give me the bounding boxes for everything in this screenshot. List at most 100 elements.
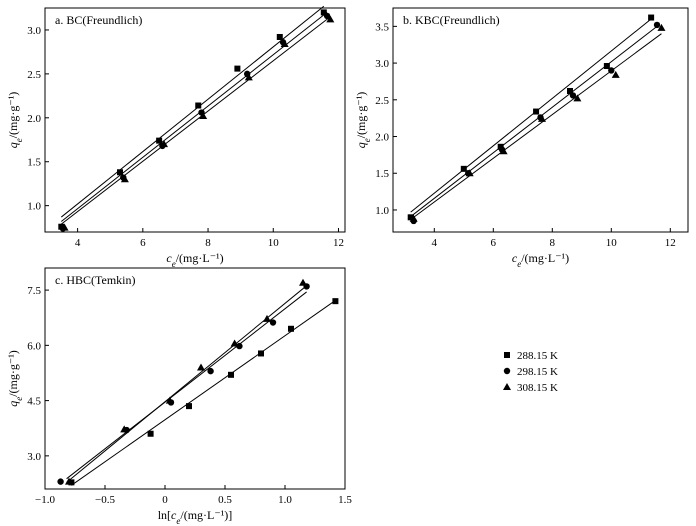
x-tick-label: 12 <box>333 237 344 249</box>
x-tick-label: 4 <box>432 237 438 249</box>
x-tick-label: 6 <box>140 237 146 249</box>
data-point <box>57 478 64 485</box>
data-point <box>611 70 620 78</box>
fit-line <box>60 11 328 222</box>
x-tick-label: 8 <box>205 237 211 249</box>
data-point <box>160 140 169 148</box>
fit-line <box>410 33 662 220</box>
data-point <box>465 169 474 177</box>
legend-marker <box>504 352 510 358</box>
panel-title: c. HBC(Temkin) <box>55 273 135 287</box>
fit-line <box>410 18 652 213</box>
data-point <box>276 33 283 40</box>
series-2 <box>57 283 310 485</box>
x-tick-label: 0.5 <box>218 494 232 506</box>
data-point <box>567 87 573 94</box>
y-tick-label: 2.5 <box>27 69 41 81</box>
y-axis-title: qe/(mg·g⁻¹) <box>6 350 24 407</box>
chart-panel-1: 4 6 8 10 12 1.0 1.5 2.0 2.5 3.0 a. BC(Freundlich) c… <box>6 5 346 269</box>
y-tick-label: 3.0 <box>27 25 41 37</box>
series-1 <box>68 298 339 486</box>
panel-title: b. KBC(Freundlich) <box>403 13 500 27</box>
data-point <box>186 403 192 410</box>
data-point <box>533 108 540 115</box>
data-point <box>65 477 73 485</box>
y-tick-label: 2.5 <box>375 95 389 107</box>
data-point <box>258 350 264 357</box>
x-tick-label: 4 <box>75 237 81 249</box>
plot-frame <box>44 267 346 490</box>
fit-line <box>60 16 331 225</box>
series-3 <box>65 278 307 485</box>
legend-marker <box>503 367 511 375</box>
x-tick-label: 12 <box>665 237 676 249</box>
data-point <box>117 169 123 176</box>
x-tick-label: 10 <box>268 237 280 249</box>
plot-frame <box>44 7 346 233</box>
data-point <box>657 23 666 31</box>
y-axis-title: qe/(mg·g⁻¹) <box>6 92 24 149</box>
x-tick-label: 8 <box>550 237 556 249</box>
data-point <box>244 73 253 81</box>
series-1 <box>407 14 655 221</box>
x-axis-title: ce/(mg·L⁻¹) <box>166 251 223 269</box>
data-point <box>197 363 205 371</box>
data-point <box>332 298 339 305</box>
series-2 <box>59 11 331 232</box>
fit-line <box>60 5 325 218</box>
data-point <box>147 430 154 437</box>
data-point <box>156 137 163 144</box>
data-point <box>234 65 241 72</box>
data-point <box>460 165 467 172</box>
data-point <box>60 223 69 231</box>
chart-panel-2: 4 6 8 10 12 1.0 1.5 2.0 2.5 3.0 3.5 b. KBC(Freundli… <box>354 7 689 269</box>
data-point <box>603 63 610 70</box>
y-axis-title: qe/(mg·g⁻¹) <box>354 92 372 149</box>
data-point <box>573 94 582 102</box>
y-tick-label: 6.0 <box>27 340 41 352</box>
data-point <box>326 15 335 23</box>
y-tick-label: 1.0 <box>375 205 389 217</box>
data-point <box>569 92 577 99</box>
y-tick-label: 3.5 <box>375 21 389 33</box>
x-axis-title: ce/(mg·L⁻¹) <box>512 251 569 269</box>
series-2 <box>410 21 661 225</box>
data-point <box>269 319 277 326</box>
x-axis-title: ln[ce/(mg·L⁻¹)] <box>158 508 233 526</box>
y-tick-label: 1.5 <box>375 168 389 180</box>
data-point <box>320 9 327 16</box>
data-point <box>199 112 208 120</box>
fit-line <box>66 285 307 483</box>
data-point <box>409 214 418 222</box>
data-point <box>653 21 661 29</box>
data-point <box>120 175 129 183</box>
x-tick-label: −0.5 <box>95 494 115 506</box>
data-point <box>230 339 239 347</box>
data-point <box>120 425 129 433</box>
x-tick-label: −1.0 <box>35 494 55 506</box>
data-point <box>288 325 294 332</box>
legend: 288.15 K 298.15 K 308.15 K <box>503 350 558 394</box>
data-point <box>207 367 214 375</box>
y-tick-label: 4.5 <box>27 396 41 408</box>
data-point <box>499 147 508 155</box>
y-tick-label: 3.0 <box>27 451 41 463</box>
fit-line <box>71 300 336 486</box>
data-point <box>299 278 307 286</box>
plot-frame <box>392 7 689 233</box>
data-point <box>263 314 271 322</box>
y-tick-label: 1.5 <box>27 157 41 169</box>
chart-panel-3: −1.0 −0.5 0 0.5 1.0 1.5 3.0 4.5 6.0 7.5 c. HBC(Tem… <box>6 267 352 526</box>
series-3 <box>409 23 666 222</box>
data-point <box>236 342 243 350</box>
fit-line <box>410 25 658 217</box>
legend-marker <box>503 383 511 390</box>
data-point <box>648 14 655 21</box>
y-tick-label: 7.5 <box>27 285 41 297</box>
y-tick-label: 2.0 <box>375 132 389 144</box>
legend-label: 308.15 K <box>517 382 558 394</box>
panel-title: a. BC(Freundlich) <box>55 13 142 27</box>
data-point <box>407 214 414 221</box>
data-point <box>228 371 234 378</box>
